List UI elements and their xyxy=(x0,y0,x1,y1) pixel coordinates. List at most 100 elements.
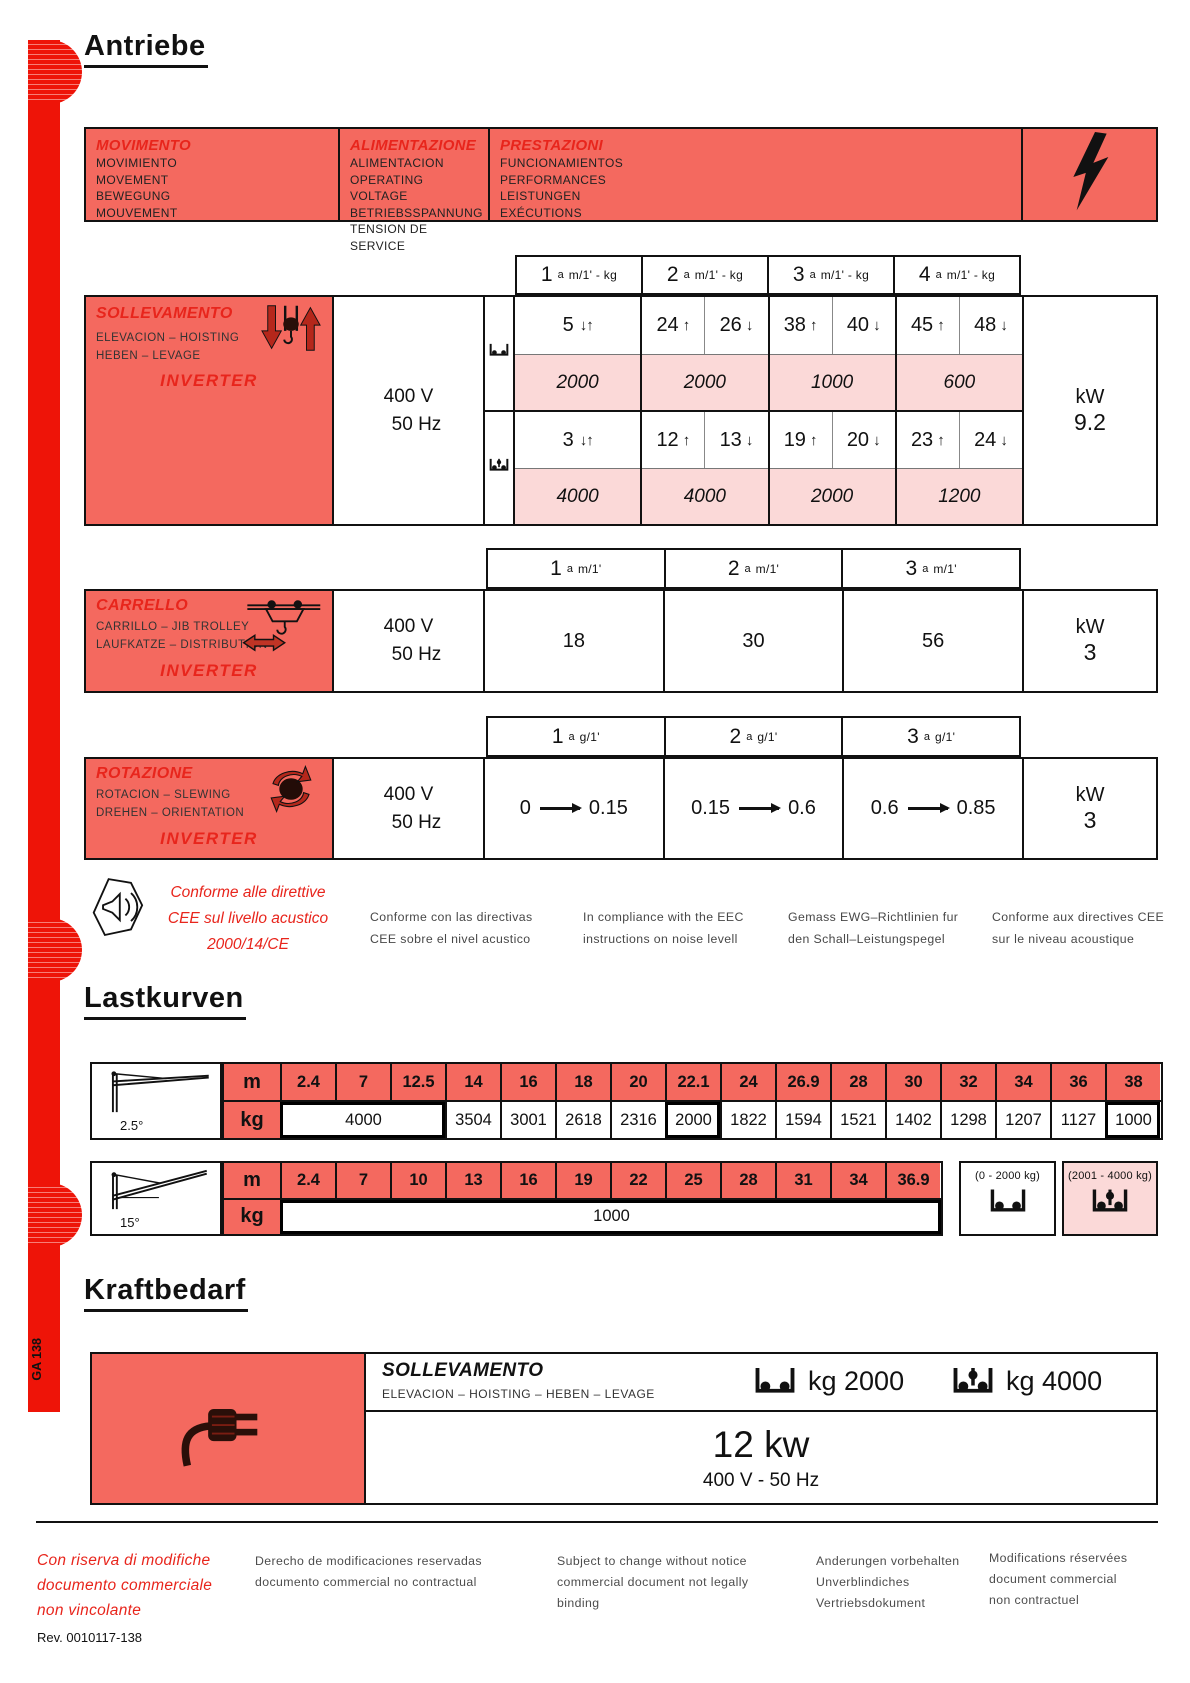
capacity-cell: 1402 xyxy=(885,1102,940,1138)
radius-cell: 7 xyxy=(335,1064,390,1100)
footer-rule xyxy=(36,1521,1158,1523)
radius-cell: 19 xyxy=(555,1163,610,1198)
legend-box-two-fall: (0 - 2000 kg) xyxy=(959,1161,1056,1236)
radius-cell: 30 xyxy=(885,1064,940,1100)
compliance-text-it: Conforme alle direttive CEE sul livello … xyxy=(167,884,329,953)
capacity-cell: 2618 xyxy=(555,1102,610,1138)
slewing-title: ROTAZIONE xyxy=(96,765,193,782)
hoisting-subtitle-2: HEBEN – LEVAGE xyxy=(96,350,201,363)
slewing-table: ROTAZIONE ROTACION – SLEWING DREHEN – OR… xyxy=(84,757,1158,860)
gear-header-3: 3 a m/1' xyxy=(841,550,1020,587)
section-heading-lastkurven: Lastkurven xyxy=(84,982,246,1020)
trolley-table: CARRELLO CARRILLO – JIB TROLLEY LAUFKATZ… xyxy=(84,589,1158,693)
load-cell: 600 xyxy=(896,355,1022,412)
trolley-gear-header: 1 a m/1' 2 a m/1' 3 a m/1' xyxy=(486,548,1021,589)
power-hoisting-subtitle: ELEVACION – HOISTING – HEBEN – LEVAGE xyxy=(382,1387,655,1401)
trolley-speed-2: 30 xyxy=(662,591,843,691)
gear-header-1: 1 a g/1' xyxy=(488,718,664,755)
speed-cell: 24 ↑ 26 ↓ xyxy=(642,297,768,355)
voltage-value: 400 V xyxy=(383,616,434,638)
radius-cell: 14 xyxy=(445,1064,500,1100)
compliance-text-fr: Conforme aux directives CEE sur le niveau… xyxy=(992,910,1165,946)
trolley-power-cell: kW 3 xyxy=(1022,591,1157,691)
four-fall-hook-icon xyxy=(489,458,509,478)
load-table-2-5deg: 2.5° m 2.4 7 12.5 14 16 18 20 22.1 24 26… xyxy=(90,1062,1163,1140)
hoisting-voltage-cell: 400 V 50 Hz xyxy=(332,297,483,524)
slewing-voltage-cell: 400 V 50 Hz xyxy=(332,759,483,858)
section-ribbon-lastkurven xyxy=(28,918,82,982)
gear-header-3: 3 a m/1' - kg xyxy=(767,257,893,293)
gear-header-3: 3 a g/1' xyxy=(841,718,1020,755)
frequency-value: 50 Hz xyxy=(391,413,442,435)
down-up-arrow-icon: ↓↑ xyxy=(579,431,594,449)
slewing-label-block: ROTAZIONE ROTACION – SLEWING DREHEN – OR… xyxy=(86,759,332,858)
radius-cell: 32 xyxy=(940,1064,995,1100)
load-cell: 1200 xyxy=(896,469,1022,524)
lightning-icon xyxy=(1065,129,1115,220)
radius-cell: 28 xyxy=(830,1064,885,1100)
jib-icon-15deg xyxy=(98,1167,216,1216)
kg-label: kg xyxy=(224,1102,280,1138)
compliance-text-de: Gemass EWG–Richtlinien fur den Schall–Lei… xyxy=(788,910,959,946)
m-label: m xyxy=(224,1064,280,1100)
trolley-subtitle-1: CARRILLO – JIB TROLLEY xyxy=(96,621,250,633)
voltage-value: 400 V xyxy=(383,783,434,805)
right-arrow-icon xyxy=(739,803,782,812)
radius-cell: 16 xyxy=(500,1163,555,1198)
legend-title-it: MOVIMENTO xyxy=(96,137,191,154)
down-arrow-icon: ↓ xyxy=(745,317,754,334)
gear-header-1: 1 a m/1' xyxy=(488,550,664,587)
up-arrow-icon: ↑ xyxy=(682,431,691,449)
radius-cell: 10 xyxy=(390,1163,445,1198)
hoisting-inverter-label: INVERTER xyxy=(160,371,258,390)
gear-header-4: 4 a m/1' - kg xyxy=(893,257,1019,293)
section-ribbon-antriebe xyxy=(28,40,82,104)
hoisting-title: SOLLEVAMENTO xyxy=(96,305,233,322)
hoisting-table: SOLLEVAMENTO ELEVACION – HOISTING HEBEN … xyxy=(84,295,1158,526)
hoisting-gear-grid: 5 ↓↑ 2000 3 ↓↑ 4000 24 ↑ 26 ↓ 2000 12 ↑ 13 ↓ 4… xyxy=(513,297,1022,524)
compliance-text-en: In compliance with the EEC instructions o… xyxy=(583,910,744,946)
section-ribbon-kraftbedarf xyxy=(28,1183,82,1247)
slewing-subtitle-2: DREHEN – ORIENTATION xyxy=(96,807,245,820)
load-cell: 4000 xyxy=(515,469,641,524)
legend-box-four-fall: (2001 - 4000 kg) xyxy=(1062,1161,1158,1236)
noise-compliance-icon xyxy=(90,876,144,945)
gear-header-2: 2 a m/1' - kg xyxy=(641,257,767,293)
capacity-cell: 1207 xyxy=(995,1102,1050,1138)
hoisting-subtitle-1: ELEVACION – HOISTING xyxy=(96,332,240,344)
trolley-speed-3: 56 xyxy=(842,591,1023,691)
legend-col-voltage: ALIMENTAZIONE ALIMENTACION OPERATING VOL… xyxy=(338,129,488,253)
trolley-voltage-cell: 400 V 50 Hz xyxy=(332,591,483,691)
radius-cell: 13 xyxy=(445,1163,500,1198)
radius-cell: 22.1 xyxy=(665,1064,720,1100)
radius-cell: 36 xyxy=(1050,1064,1105,1100)
radius-cell: 2.4 xyxy=(280,1064,335,1100)
radius-cell: 7 xyxy=(335,1163,390,1198)
slewing-range-2: 0.15 0.6 xyxy=(662,759,843,858)
right-arrow-icon xyxy=(539,803,582,812)
power-plug-icon xyxy=(176,1382,280,1475)
power-hoisting-header: SOLLEVAMENTO ELEVACION – HOISTING – HEBE… xyxy=(366,1354,1156,1412)
four-fall-power-label: kg 4000 xyxy=(1006,1366,1103,1396)
frequency-value: 50 Hz xyxy=(391,811,442,833)
doc-code: GA 138 xyxy=(30,1338,44,1381)
slewing-inverter-label: INVERTER xyxy=(160,829,258,848)
trolley-speed-1: 18 xyxy=(483,591,663,691)
gear-col-2: 24 ↑ 26 ↓ 2000 12 ↑ 13 ↓ 4000 xyxy=(640,297,768,524)
kg-label: kg xyxy=(224,1199,280,1234)
load-table-15deg: 15° m 2.4 7 10 13 16 19 22 25 28 31 34 3… xyxy=(90,1161,943,1236)
load-cell: 2000 xyxy=(642,355,768,412)
capacity-cell: 2316 xyxy=(610,1102,665,1138)
hoisting-power-cell: kW 9.2 xyxy=(1022,297,1156,524)
speed-cell: 38 ↑ 40 ↓ xyxy=(769,297,895,355)
radius-cell: 18 xyxy=(555,1064,610,1100)
radius-cell: 31 xyxy=(775,1163,830,1198)
down-arrow-icon: ↓ xyxy=(745,431,754,449)
four-fall-hook-icon xyxy=(952,1366,994,1403)
jib-angle-label: 15° xyxy=(120,1215,140,1230)
up-arrow-icon: ↑ xyxy=(937,317,945,334)
power-hoisting-title: SOLLEVAMENTO xyxy=(382,1360,544,1381)
trolley-inverter-label: INVERTER xyxy=(160,661,258,680)
capacity-span-cell: 4000 xyxy=(280,1102,445,1138)
slewing-icon xyxy=(264,763,318,820)
